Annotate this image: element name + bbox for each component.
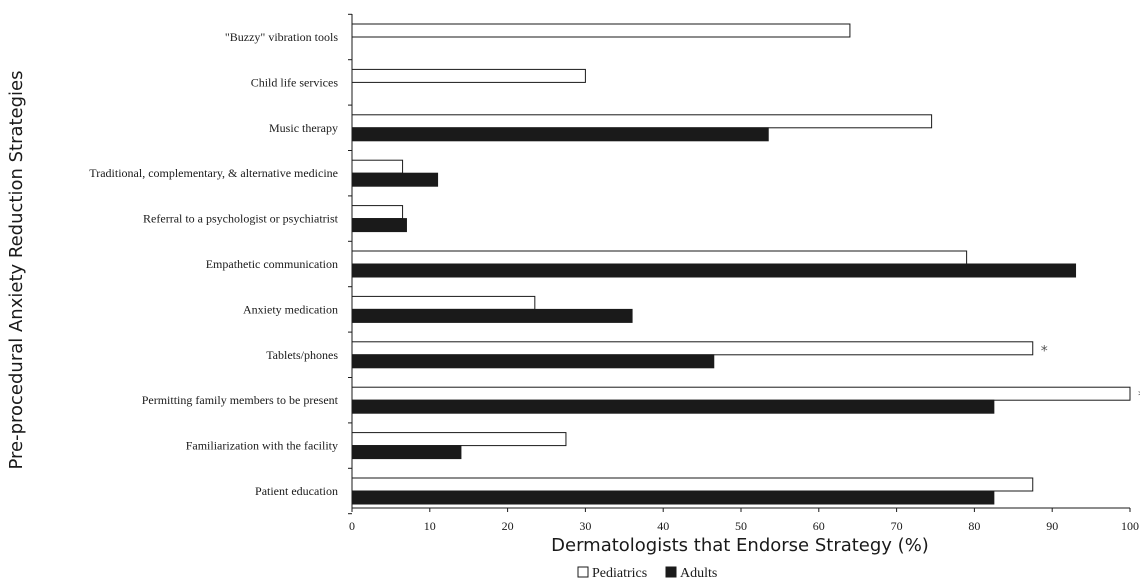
legend-swatch-pediatrics	[577, 566, 589, 578]
bar-pediatrics	[351, 386, 1131, 401]
legend-label-adults: Adults	[680, 566, 717, 581]
x-tick-label: 80	[968, 519, 980, 533]
bar-pediatrics	[351, 295, 536, 310]
category-label: Traditional, complementary, & alternativ…	[89, 166, 338, 180]
significance-marker: *	[1138, 389, 1140, 405]
plot-area: 0 10 20 30 40 50 60 70 80 90 100 "Buzzy" vibration …	[89, 13, 1140, 533]
bar-pediatrics	[351, 432, 567, 447]
x-tick-label: 40	[657, 519, 669, 533]
x-tick-label: 30	[579, 519, 591, 533]
bar-adults	[351, 263, 1077, 278]
category-label: Child life services	[251, 75, 339, 89]
x-tick-label: 60	[813, 519, 825, 533]
category-label: Permitting family members to be present	[142, 393, 339, 407]
bar-adults	[351, 218, 407, 233]
x-tick-label: 10	[424, 519, 436, 533]
category-label: Patient education	[255, 484, 338, 498]
legend-label-pediatrics: Pediatrics	[592, 566, 647, 581]
category-label: Tablets/phones	[266, 348, 338, 362]
category-label: Empathetic communication	[206, 257, 338, 271]
bar-adults	[351, 399, 995, 414]
x-tick-label: 0	[349, 519, 355, 533]
bar-pediatrics	[351, 23, 851, 38]
x-tick-label: 70	[891, 519, 903, 533]
bar-pediatrics	[351, 68, 586, 83]
bar-adults	[351, 445, 462, 460]
x-tick-label: 50	[735, 519, 747, 533]
significance-marker: *	[1041, 343, 1048, 359]
x-tick-label: 90	[1046, 519, 1058, 533]
bar-pediatrics	[351, 205, 404, 220]
category-label: "Buzzy" vibration tools	[225, 30, 338, 44]
bar-adults	[351, 172, 439, 187]
bar-adults	[351, 490, 995, 505]
category-label: Familiarization with the facility	[186, 439, 338, 453]
legend-swatch-adults	[665, 566, 677, 578]
bar-pediatrics	[351, 114, 933, 129]
bar-adults	[351, 354, 715, 369]
bar-pediatrics	[351, 250, 968, 265]
y-axis-title: Pre-procedural Anxiety Reduction Strateg…	[6, 70, 27, 469]
x-tick-label: 20	[502, 519, 514, 533]
bar-pediatrics	[351, 477, 1034, 492]
category-label: Referral to a psychologist or psychiatri…	[143, 212, 339, 226]
bar-adults	[351, 127, 769, 142]
legend: Pediatrics Adults	[577, 566, 717, 581]
category-label: Music therapy	[269, 121, 338, 135]
bar-pediatrics	[351, 341, 1034, 356]
category-label: Anxiety medication	[243, 302, 338, 316]
bar-pediatrics	[351, 159, 404, 174]
x-tick-label: 100	[1121, 519, 1139, 533]
x-axis-title: Dermatologists that Endorse Strategy (%)	[551, 535, 929, 556]
bar-adults	[351, 308, 633, 323]
